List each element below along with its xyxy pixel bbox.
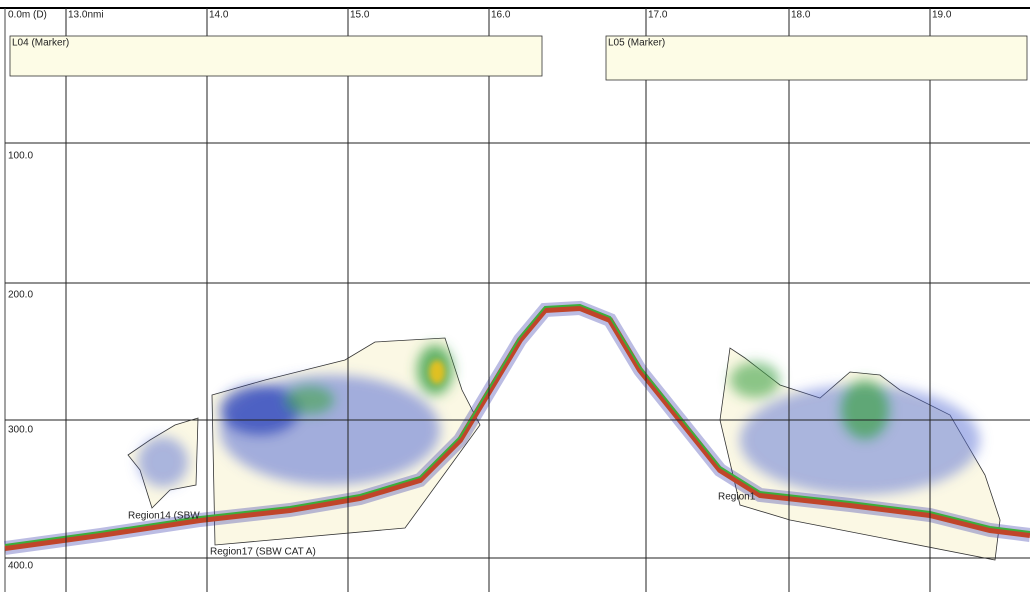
distance-label: 13.0nmi	[68, 10, 104, 21]
region-label: Region14 (SBW	[128, 511, 200, 522]
grid	[5, 8, 1030, 592]
distance-label: 19.0	[932, 10, 952, 21]
region-label: Region17 (SBW CAT A)	[210, 547, 316, 558]
depth-label: 300.0	[8, 425, 33, 436]
distance-label: 14.0	[209, 10, 229, 21]
distance-label: 18.0	[791, 10, 811, 21]
seabed	[4, 304, 1030, 551]
origin-label: 0.0m (D)	[8, 10, 47, 21]
marker-box	[9, 35, 543, 77]
echo-core	[429, 360, 445, 384]
seabed-edge	[4, 303, 1030, 546]
depth-label: 100.0	[8, 151, 33, 162]
marker-label: L05 (Marker)	[608, 38, 665, 49]
marker-box	[605, 35, 1028, 81]
distance-label: 17.0	[648, 10, 668, 21]
depth-label: 400.0	[8, 561, 33, 572]
echo-school	[138, 345, 980, 495]
distance-label: 15.0	[350, 10, 370, 21]
depth-label: 200.0	[8, 290, 33, 301]
region-label: Region1	[718, 492, 756, 503]
marker-label: L04 (Marker)	[12, 38, 69, 49]
distance-label: 16.0	[491, 10, 511, 21]
